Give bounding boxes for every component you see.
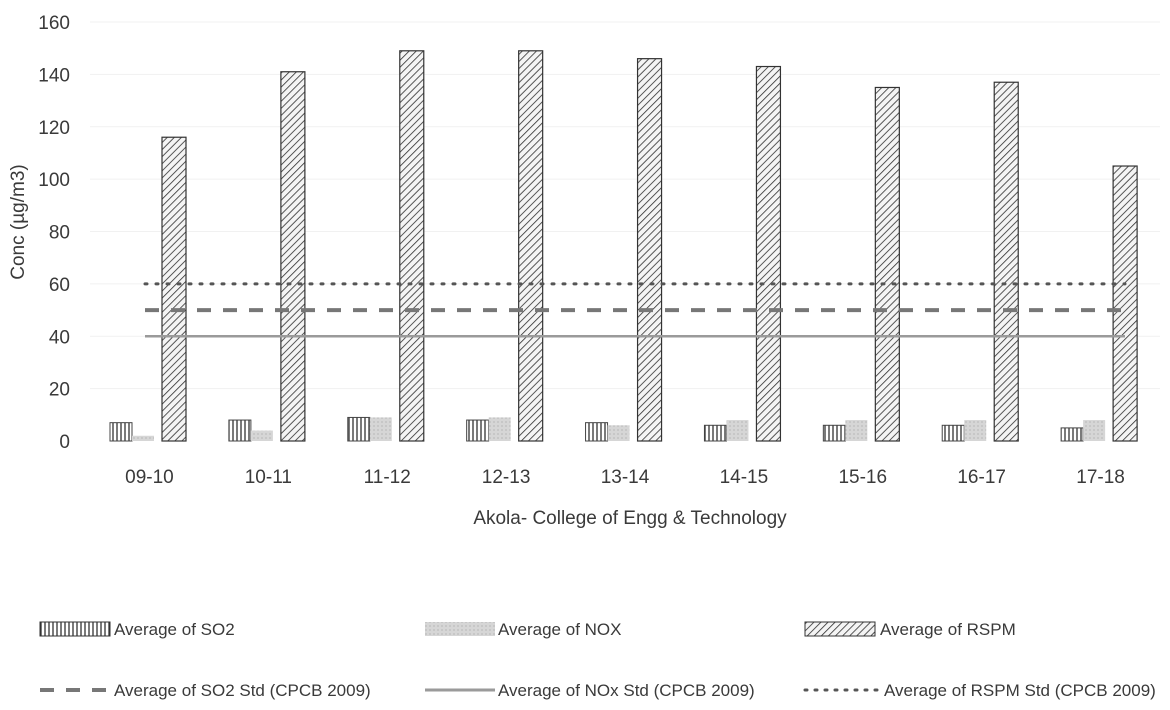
legend-label-rspm-std: Average of RSPM Std (CPCB 2009) xyxy=(884,681,1156,700)
plot-area: 0 20 40 60 80 100 120 140 160 09-10 10-11 11-12 12-… xyxy=(38,13,1160,488)
bar-nox xyxy=(964,420,987,441)
bar-rspm xyxy=(993,81,1019,442)
legend: Average of SO2 Average of NOX Average of… xyxy=(39,620,1156,700)
x-tick-label: 11-12 xyxy=(364,467,411,488)
bar-nox xyxy=(369,417,392,441)
x-tick-label: 13-14 xyxy=(601,467,650,488)
legend-item-so2: Average of SO2 xyxy=(39,620,235,639)
bar-so2 xyxy=(703,424,727,442)
bar-so2 xyxy=(941,424,965,442)
legend-item-rspm: Average of RSPM xyxy=(804,620,1016,639)
bar-nox xyxy=(726,420,749,441)
standard-lines xyxy=(143,282,1127,338)
y-tick-label: 160 xyxy=(38,13,70,34)
bar-nox xyxy=(607,425,630,441)
x-tick-label: 14-15 xyxy=(720,467,769,488)
y-axis-title: Conc (µg/m3) xyxy=(8,164,29,279)
y-tick-label: 140 xyxy=(38,65,70,86)
bar-rspm xyxy=(161,136,187,442)
bar-nox xyxy=(132,435,154,441)
legend-label-so2: Average of SO2 xyxy=(114,620,235,639)
legend-item-nox: Average of NOX xyxy=(425,620,621,639)
bar-so2 xyxy=(109,422,133,442)
x-tick-label: 15-16 xyxy=(838,467,887,488)
legend-label-nox-std: Average of NOx Std (CPCB 2009) xyxy=(498,681,755,700)
bar-so2 xyxy=(228,419,252,442)
legend-item-so2-std: Average of SO2 Std (CPCB 2009) xyxy=(40,681,371,700)
x-axis-ticks: 09-10 10-11 11-12 12-13 13-14 14-15 15-16 16-17… xyxy=(125,467,1125,488)
bar-nox xyxy=(1083,420,1106,441)
y-tick-label: 80 xyxy=(49,223,70,244)
bar-rspm xyxy=(280,71,306,442)
legend-swatch-rspm xyxy=(804,621,876,637)
bar-rspm xyxy=(636,58,663,442)
y-tick-label: 120 xyxy=(38,118,70,139)
y-tick-label: 20 xyxy=(49,380,70,401)
bar-rspm xyxy=(755,65,782,442)
bar-so2 xyxy=(822,424,846,442)
x-tick-label: 10-11 xyxy=(245,467,292,488)
legend-label-nox: Average of NOX xyxy=(498,620,621,639)
bar-nox xyxy=(488,417,511,441)
bar-so2 xyxy=(585,422,609,442)
x-tick-label: 09-10 xyxy=(125,467,174,488)
bars xyxy=(109,50,1138,442)
bar-so2 xyxy=(1060,427,1084,442)
y-tick-label: 40 xyxy=(49,327,70,348)
legend-label-rspm: Average of RSPM xyxy=(880,620,1016,639)
y-tick-label: 100 xyxy=(38,170,70,191)
bar-so2 xyxy=(347,416,371,442)
legend-label-so2-std: Average of SO2 Std (CPCB 2009) xyxy=(114,681,371,700)
y-tick-label: 60 xyxy=(49,275,70,296)
bar-rspm xyxy=(518,50,544,442)
x-axis-title: Akola- College of Engg & Technology xyxy=(473,508,787,529)
bar-nox xyxy=(845,420,868,441)
bar-rspm xyxy=(874,86,900,442)
x-tick-label: 16-17 xyxy=(957,467,1006,488)
bar-rspm xyxy=(1112,165,1138,442)
legend-item-nox-std: Average of NOx Std (CPCB 2009) xyxy=(425,681,755,700)
bar-so2 xyxy=(466,419,490,442)
y-tick-label: 0 xyxy=(59,432,70,453)
y-axis-ticks: 0 20 40 60 80 100 120 140 160 xyxy=(38,13,70,453)
x-tick-label: 12-13 xyxy=(482,467,531,488)
legend-swatch-nox xyxy=(425,622,495,636)
legend-swatch-so2 xyxy=(39,621,111,637)
bar-rspm xyxy=(399,50,425,442)
legend-item-rspm-std: Average of RSPM Std (CPCB 2009) xyxy=(803,681,1156,700)
bar-nox xyxy=(250,430,273,441)
x-tick-label: 17-18 xyxy=(1076,467,1125,488)
